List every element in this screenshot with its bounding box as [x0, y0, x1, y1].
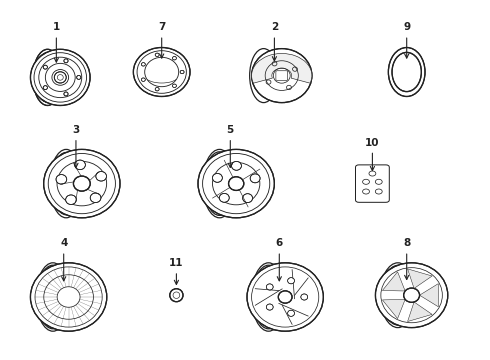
- Ellipse shape: [66, 195, 76, 204]
- Ellipse shape: [33, 49, 62, 105]
- Ellipse shape: [30, 263, 107, 331]
- Ellipse shape: [133, 48, 190, 96]
- Ellipse shape: [213, 174, 222, 182]
- Ellipse shape: [141, 78, 146, 81]
- Ellipse shape: [220, 193, 229, 202]
- Text: 8: 8: [403, 238, 410, 279]
- Ellipse shape: [392, 53, 421, 91]
- Ellipse shape: [250, 174, 260, 183]
- Text: 9: 9: [403, 22, 410, 58]
- Ellipse shape: [247, 263, 323, 331]
- Ellipse shape: [250, 49, 277, 103]
- Polygon shape: [408, 302, 432, 321]
- Ellipse shape: [155, 87, 159, 91]
- Polygon shape: [419, 284, 438, 307]
- Text: 4: 4: [60, 238, 68, 281]
- Ellipse shape: [35, 53, 60, 102]
- Ellipse shape: [74, 160, 85, 170]
- Text: 3: 3: [73, 125, 79, 167]
- FancyBboxPatch shape: [356, 165, 389, 202]
- Ellipse shape: [266, 284, 273, 290]
- Ellipse shape: [36, 263, 70, 331]
- Ellipse shape: [96, 171, 106, 181]
- Ellipse shape: [64, 59, 68, 63]
- Ellipse shape: [288, 278, 294, 284]
- Ellipse shape: [198, 149, 274, 218]
- Text: 10: 10: [365, 138, 380, 171]
- Ellipse shape: [288, 310, 294, 316]
- Polygon shape: [382, 272, 405, 291]
- Ellipse shape: [252, 263, 285, 331]
- Ellipse shape: [74, 176, 90, 191]
- Ellipse shape: [243, 194, 252, 203]
- Ellipse shape: [170, 289, 183, 302]
- Ellipse shape: [278, 291, 292, 303]
- Ellipse shape: [44, 149, 120, 218]
- Text: 5: 5: [227, 125, 234, 167]
- Text: 7: 7: [158, 22, 166, 58]
- Ellipse shape: [380, 263, 416, 328]
- Ellipse shape: [64, 92, 68, 96]
- Ellipse shape: [252, 49, 312, 103]
- Ellipse shape: [301, 294, 308, 300]
- Text: 1: 1: [53, 22, 60, 62]
- Ellipse shape: [43, 65, 48, 69]
- Text: 6: 6: [276, 238, 283, 281]
- Ellipse shape: [76, 76, 81, 79]
- Ellipse shape: [56, 175, 67, 184]
- Ellipse shape: [266, 304, 273, 310]
- Polygon shape: [408, 269, 432, 288]
- Polygon shape: [382, 300, 405, 319]
- Ellipse shape: [141, 63, 146, 66]
- Ellipse shape: [231, 161, 242, 170]
- Ellipse shape: [203, 149, 236, 218]
- Ellipse shape: [228, 177, 244, 190]
- Text: 11: 11: [169, 258, 184, 284]
- Ellipse shape: [404, 288, 419, 302]
- Ellipse shape: [90, 193, 101, 203]
- Ellipse shape: [172, 57, 176, 60]
- Text: 2: 2: [271, 22, 278, 61]
- Ellipse shape: [389, 48, 425, 96]
- Ellipse shape: [172, 84, 176, 87]
- Ellipse shape: [180, 70, 184, 74]
- Ellipse shape: [375, 263, 448, 328]
- Ellipse shape: [155, 53, 159, 57]
- Wedge shape: [252, 53, 312, 83]
- Ellipse shape: [50, 149, 82, 218]
- Ellipse shape: [43, 86, 48, 90]
- Ellipse shape: [54, 72, 66, 83]
- Ellipse shape: [30, 49, 90, 105]
